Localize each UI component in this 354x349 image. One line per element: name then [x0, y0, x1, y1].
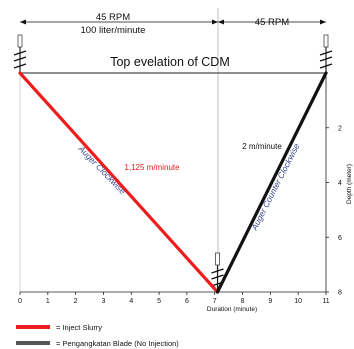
auger-tools	[13, 34, 333, 291]
x-tick-label: 6	[185, 298, 189, 305]
x-tick-label: 1	[46, 298, 50, 305]
blade-lift-line	[215, 71, 328, 294]
legend-label-blade: = Pengangkatan Blade (No Injection)	[56, 339, 179, 348]
y-axis-label: Depth (meter)	[346, 164, 353, 204]
legend-label-inject: = Inject Slurry	[56, 323, 102, 332]
x-tick-label: 5	[157, 298, 161, 305]
x-tick-label: 11	[322, 298, 329, 305]
left-speed-label: 45 RPM	[96, 12, 130, 23]
auger-tool-icon	[13, 34, 27, 73]
left-flow-label: 100 liter/minute	[81, 25, 146, 36]
x-tick-label: 9	[268, 298, 272, 305]
left-arrowhead-start	[20, 19, 26, 25]
left-arrowhead-end	[212, 19, 218, 25]
y-ticks: 2 4 6 8	[326, 125, 342, 297]
y-tick-label: 2	[338, 125, 342, 132]
right-speed-label: 45 RPM	[255, 17, 289, 28]
x-ticks: 0 1 2 3 4 5 6 7 8 9 10 11	[18, 292, 330, 305]
x-tick-label: 7	[213, 298, 217, 305]
x-tick-label: 0	[18, 298, 22, 305]
x-tick-label: 3	[102, 298, 106, 305]
y-tick-label: 6	[338, 235, 342, 242]
auger-tool-icon	[319, 34, 333, 73]
auger-clockwise-label: Auger Clockwise	[76, 143, 128, 196]
diagram-title: Top evelation of CDM	[110, 55, 230, 69]
x-tick-label: 8	[241, 298, 245, 305]
right-arrowhead-start	[218, 19, 224, 25]
x-tick-label: 10	[294, 298, 302, 305]
up-rate-label: 2 m/minute	[242, 142, 282, 151]
auger-counter-clockwise-label: Auger Counter Clockwise	[249, 141, 302, 232]
y-tick-label: 4	[338, 180, 342, 187]
down-rate-label: 1,125 m/minute	[124, 163, 180, 172]
x-axis-label: Duration (minute)	[207, 306, 257, 313]
depth-series	[18, 71, 328, 294]
right-arrowhead-end	[320, 19, 326, 25]
y-tick-label: 8	[338, 290, 342, 297]
x-tick-label: 2	[74, 298, 78, 305]
inject-slurry-line	[18, 71, 220, 294]
x-tick-label: 4	[129, 298, 133, 305]
